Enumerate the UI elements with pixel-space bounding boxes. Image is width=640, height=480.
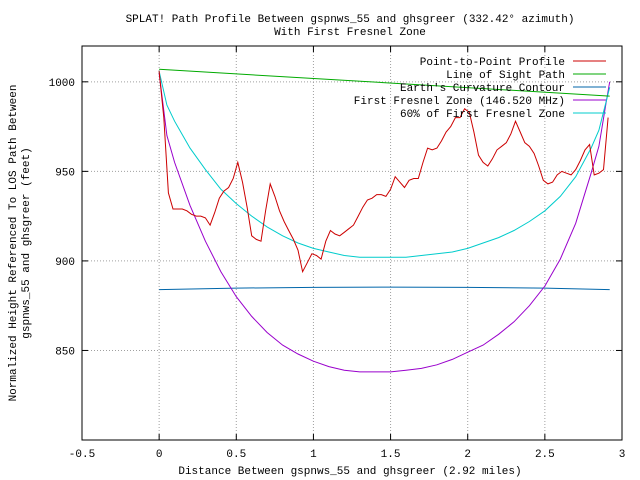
y-tick-label: 1000: [49, 78, 75, 90]
x-tick-label: 0.5: [226, 449, 246, 461]
chart-title: SPLAT! Path Profile Between gspnws_55 an…: [126, 14, 575, 26]
y-axis-label-line-2: gspnws_55 and ghsgreer (feet): [21, 147, 33, 338]
x-tick-label: -0.5: [69, 449, 95, 461]
legend-label: Earth's Curvature Contour: [400, 83, 565, 95]
x-tick-label: 3: [619, 449, 626, 461]
x-tick-label: 2: [464, 449, 471, 461]
y-tick-label: 900: [55, 257, 75, 269]
plot-border: [81, 45, 623, 441]
chart-subtitle: With First Fresnel Zone: [274, 27, 426, 39]
series-line-line-of-sight-path: [159, 68, 610, 97]
series-line-60-of-first-fresnel-zone: [158, 70, 611, 258]
x-tick-label: 1: [310, 449, 317, 461]
x-tick-label: 2.5: [535, 449, 555, 461]
legend-label: Line of Sight Path: [446, 70, 565, 82]
legend-label: 60% of First Fresnel Zone: [400, 109, 565, 121]
axis-ticks: -0.5 0 0.5 1 1.5 2 2.5 3 850 900 950 1000: [49, 46, 626, 461]
grid-lines: [82, 46, 622, 440]
series-line-earth-s-curvature-contour: [159, 286, 610, 291]
y-axis-label-line-1: Normalized Height Referenced To LOS Path…: [8, 85, 20, 402]
x-tick-label: 1.5: [381, 449, 401, 461]
x-tick-label: 0: [156, 449, 163, 461]
y-tick-label: 850: [55, 346, 75, 358]
series-line-point-to-point-profile: [158, 71, 609, 274]
legend-label: Point-to-Point Profile: [420, 57, 565, 69]
data-series: [158, 68, 611, 373]
series-line-first-fresnel-zone-146-520-mhz: [158, 72, 611, 373]
legend-label: First Fresnel Zone (146.520 MHz): [354, 96, 565, 108]
y-tick-label: 950: [55, 167, 75, 179]
x-axis-label: Distance Between gspnws_55 and ghsgreer …: [178, 466, 521, 478]
